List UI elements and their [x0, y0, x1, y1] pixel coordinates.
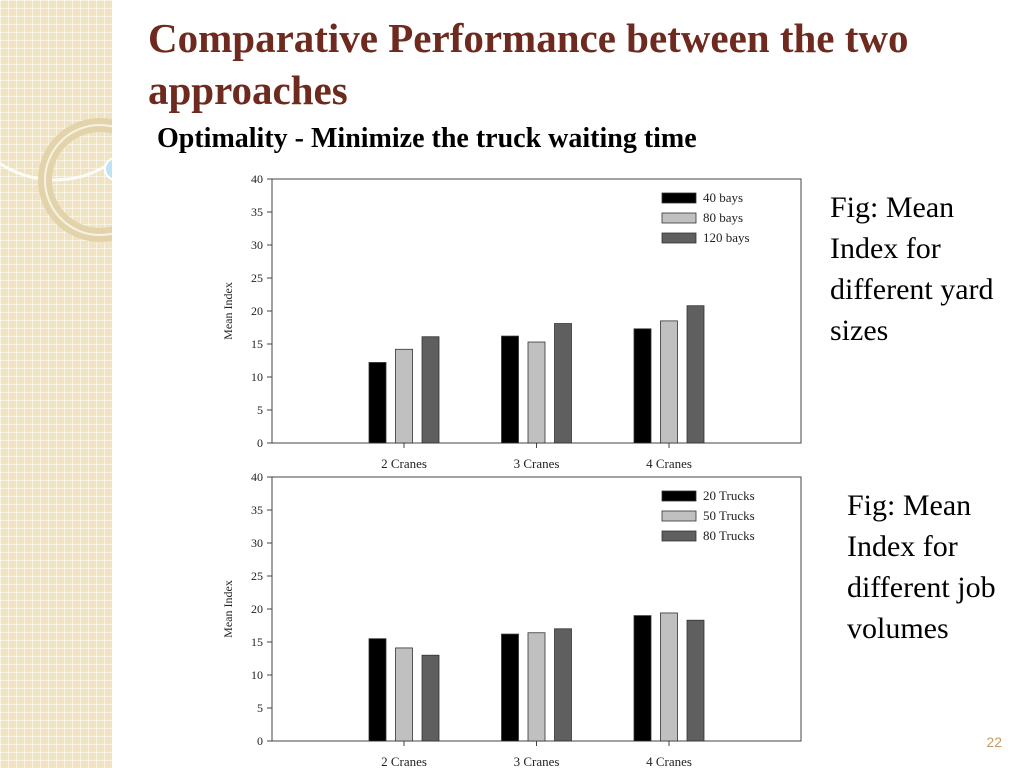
- chart1-y-tick-label: 0: [257, 436, 263, 450]
- chart2-y-tick-label: 20: [251, 602, 263, 616]
- chart2-bar: [368, 638, 387, 742]
- chart1-bar: [554, 323, 572, 444]
- chart2-bar: [395, 647, 413, 742]
- chart2-legend-label: 80 Trucks: [703, 528, 755, 543]
- chart1-x-tick-label: 3 Cranes: [514, 456, 560, 470]
- chart2-bar: [686, 619, 705, 742]
- chart2-bar: [527, 632, 546, 742]
- slide-title: Comparative Performance between the two …: [148, 15, 909, 113]
- chart2-y-tick-label: 30: [251, 536, 263, 550]
- job-volume-bar-chart: 0 5 10 15 20 25 30 35 40 Mean Index 2 Cranes 3 Cran…: [221, 470, 802, 768]
- chart1-y-tick-label: 25: [251, 271, 263, 285]
- chart2-bar: [501, 633, 519, 742]
- chart2-x-tick-label: 2 Cranes: [381, 754, 427, 768]
- chart2-bar: [633, 615, 652, 742]
- chart1-bar: [395, 348, 413, 444]
- chart1-legend-label: 120 bays: [703, 230, 750, 245]
- chart2-y-tick-label: 40: [251, 470, 263, 484]
- chart1-bar: [633, 328, 652, 444]
- chart1-bar: [421, 336, 440, 444]
- chart2-x-tick-label: 4 Cranes: [646, 754, 692, 768]
- chart1-bar: [368, 362, 387, 444]
- chart2-y-tick-label: 25: [251, 569, 263, 583]
- chart1-y-tick-label: 10: [251, 370, 263, 384]
- chart2-legend-swatch: [661, 530, 697, 542]
- chart2-y-tick-label: 15: [251, 635, 263, 649]
- chart2-legend-swatch: [661, 510, 697, 522]
- chart1-y-tick-label: 15: [251, 337, 263, 351]
- chart1-x-tick-label: 4 Cranes: [646, 456, 692, 470]
- yard-size-bar-chart: 0 5 10 15 20 25 30 35 40 Mean Index 2 Cranes 3 Cran…: [221, 172, 802, 470]
- chart1-y-tick-label: 40: [251, 172, 263, 186]
- decorative-sidebar: [0, 0, 112, 768]
- chart2-bar: [660, 612, 678, 742]
- chart1-y-tick-label: 35: [251, 205, 263, 219]
- chart2-y-tick-label: 10: [251, 668, 263, 682]
- decorative-circles: [0, 118, 112, 242]
- slide-subtitle: Optimality - Minimize the truck waiting …: [157, 123, 697, 154]
- figure-caption-job-volumes: Fig: Mean Index for different job volume…: [847, 489, 996, 645]
- chart2-y-tick-label: 5: [257, 701, 263, 715]
- chart2-y-axis-label: Mean Index: [221, 580, 235, 638]
- chart1-bar: [501, 335, 519, 444]
- chart2-x-tick-label: 3 Cranes: [514, 754, 560, 768]
- chart1-legend-swatch: [661, 192, 697, 204]
- chart2-legend-swatch: [661, 490, 697, 502]
- chart1-y-tick-label: 20: [251, 304, 263, 318]
- chart2-y-tick-label: 35: [251, 503, 263, 517]
- chart1-bar: [686, 305, 705, 444]
- chart2-bar: [554, 628, 572, 742]
- chart2-legend-label: 50 Trucks: [703, 508, 755, 523]
- chart2-legend-label: 20 Trucks: [703, 488, 755, 503]
- chart1-y-tick-label: 5: [257, 403, 263, 417]
- chart1-bar: [660, 320, 678, 444]
- chart1-y-tick-label: 30: [251, 238, 263, 252]
- chart1-y-axis-label: Mean Index: [221, 282, 235, 340]
- chart1-legend-swatch: [661, 232, 697, 244]
- chart1-legend-label: 80 bays: [703, 210, 743, 225]
- chart2-y-tick-label: 0: [257, 734, 263, 748]
- figure-caption-yard-sizes: Fig: Mean Index for different yard sizes: [830, 191, 994, 347]
- chart1-bar: [527, 341, 546, 444]
- chart2-bar: [421, 654, 440, 742]
- page-number: 22: [986, 734, 1002, 750]
- chart1-legend-label: 40 bays: [703, 190, 743, 205]
- chart1-legend-swatch: [661, 212, 697, 224]
- chart1-x-tick-label: 2 Cranes: [381, 456, 427, 470]
